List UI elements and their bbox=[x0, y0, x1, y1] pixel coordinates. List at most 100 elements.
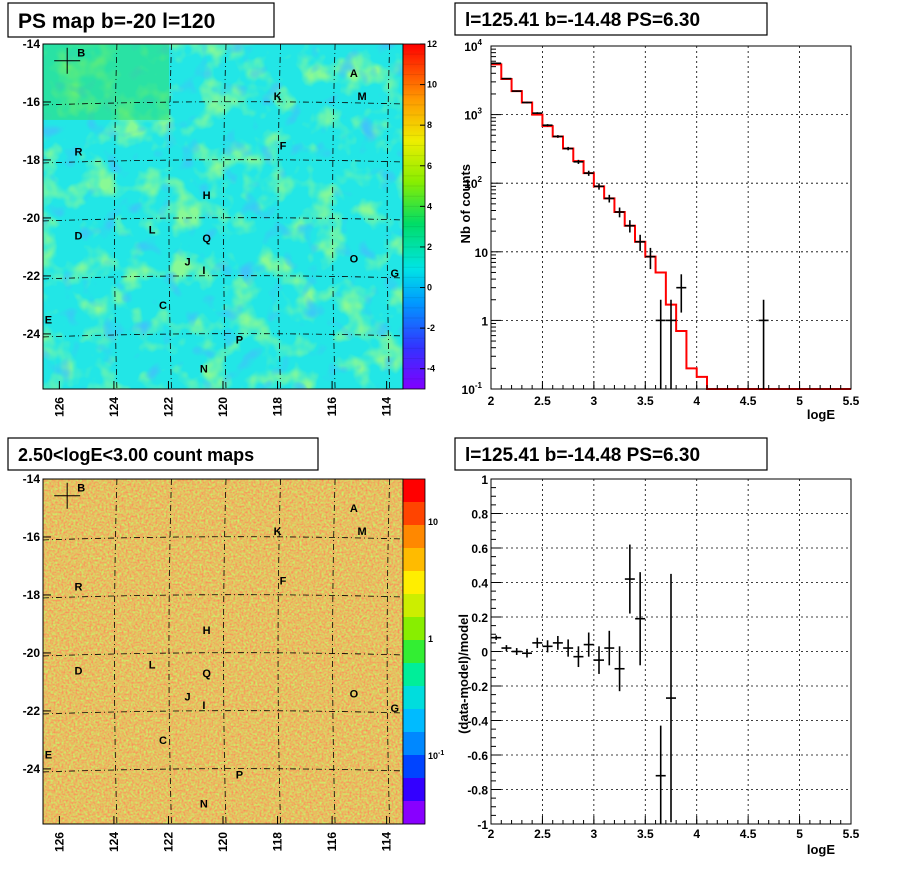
spectrum-xtick-label: 3 bbox=[591, 394, 598, 408]
residual-xtick-label: 5.5 bbox=[843, 827, 860, 841]
count-xtick-label: 122 bbox=[161, 832, 175, 852]
count-xtick-label: 116 bbox=[325, 832, 339, 852]
top-left-title: PS map b=-20 l=120 bbox=[18, 10, 215, 33]
spectrum-xtick-label: 2.5 bbox=[534, 394, 551, 408]
spectrum-xtick-label: 5 bbox=[796, 394, 803, 408]
source-label-D: D bbox=[74, 230, 82, 242]
count-colorbar-exponent: -1 bbox=[438, 750, 444, 757]
source-label-O: O bbox=[350, 254, 359, 266]
target-crosshair bbox=[54, 47, 81, 74]
count-colorbar-step bbox=[403, 594, 425, 618]
spectrum-ylabel: Nb of counts bbox=[458, 164, 473, 243]
ps-grid-parallel bbox=[42, 217, 404, 222]
count-colorbar-label-1: 1 bbox=[428, 634, 433, 644]
count-ytick-label: -20 bbox=[23, 646, 41, 660]
source-label-F: F bbox=[280, 575, 287, 587]
count-colorbar bbox=[402, 478, 426, 825]
count-colorbar-step bbox=[403, 502, 425, 526]
source-label-F: F bbox=[280, 140, 287, 152]
count-grid-parallel bbox=[42, 652, 404, 657]
count-colorbar-step bbox=[403, 640, 425, 664]
bottom-left-title-box bbox=[7, 437, 319, 471]
count-colorbar-step bbox=[403, 617, 425, 641]
count-grid-parallel bbox=[42, 536, 404, 541]
count-xtick-label: 120 bbox=[216, 832, 230, 852]
ps-grid-parallel bbox=[42, 333, 404, 338]
count-colorbar-step bbox=[403, 778, 425, 802]
ps-map-group bbox=[42, 43, 404, 390]
source-label-I: I bbox=[202, 700, 205, 712]
ps-colorbar-label: 8 bbox=[427, 120, 432, 130]
residual-ytick-label: 0 bbox=[481, 646, 488, 660]
count-colorbar-step bbox=[403, 686, 425, 710]
ps-xtick-label: 122 bbox=[161, 397, 175, 417]
ps-colorbar-label: 4 bbox=[427, 201, 432, 211]
ps-colorbar bbox=[402, 43, 426, 390]
count-map-red-pixels bbox=[43, 479, 403, 824]
ps-grid-meridian bbox=[332, 43, 336, 390]
spectrum-ytick-exponent: 4 bbox=[478, 38, 483, 47]
residual-xtick-label: 4 bbox=[693, 827, 700, 841]
count-colorbar-step bbox=[403, 548, 425, 572]
spectrum-frame bbox=[490, 45, 852, 390]
residual-ytick-label: -0.4 bbox=[467, 715, 488, 729]
source-label-Q: Q bbox=[202, 233, 211, 245]
ps-colorbar-label: 0 bbox=[427, 283, 432, 293]
ps-xtick-label: 120 bbox=[216, 397, 230, 417]
source-label-M: M bbox=[358, 526, 367, 538]
source-label-E: E bbox=[45, 314, 52, 326]
source-label-H: H bbox=[203, 190, 211, 202]
source-label-B: B bbox=[77, 48, 85, 60]
ps-ytick-label: -24 bbox=[23, 327, 41, 341]
count-ytick-label: -24 bbox=[23, 762, 41, 776]
source-label-A: A bbox=[350, 68, 358, 80]
source-label-L: L bbox=[149, 660, 156, 672]
source-label-H: H bbox=[203, 625, 211, 637]
ps-grid-meridian bbox=[114, 43, 118, 390]
ps-colorbar-label: -2 bbox=[427, 323, 435, 333]
count-grid-meridian bbox=[277, 478, 281, 825]
source-label-O: O bbox=[350, 689, 359, 701]
ps-grid-parallel bbox=[42, 159, 404, 164]
source-label-L: L bbox=[149, 225, 156, 237]
source-label-D: D bbox=[74, 665, 82, 677]
residual-ytick-label: 0.4 bbox=[471, 577, 488, 591]
spectrum-ytick-label: 1 bbox=[481, 314, 488, 328]
residual-xlabel: logE bbox=[807, 842, 835, 857]
bottom-right-title: l=125.41 b=-14.48 PS=6.30 bbox=[465, 445, 700, 466]
count-ytick-label: -14 bbox=[23, 472, 41, 486]
count-colorbar-step bbox=[403, 571, 425, 595]
count-grid-parallel bbox=[42, 768, 404, 773]
model-step-line bbox=[491, 63, 851, 390]
residual-ytick-label: -0.8 bbox=[467, 784, 488, 798]
ps-ytick-label: -16 bbox=[23, 95, 41, 109]
count-grid-meridian bbox=[168, 478, 172, 825]
residual-ytick-label: 1 bbox=[481, 473, 488, 487]
ps-xtick-label: 126 bbox=[52, 397, 66, 417]
ps-map-deficit-texture bbox=[43, 44, 403, 389]
source-label-J: J bbox=[184, 256, 190, 268]
count-grid-meridian bbox=[223, 478, 227, 825]
residual-xtick-label: 2 bbox=[488, 827, 495, 841]
count-grid-meridian bbox=[386, 478, 391, 825]
source-label-R: R bbox=[74, 581, 82, 593]
residual-ytick-label: -1 bbox=[477, 818, 488, 832]
spectrum-xtick-label: 4.5 bbox=[740, 394, 757, 408]
spectrum-ytick-label: 10-1 bbox=[462, 381, 483, 397]
spectrum-xtick-label: 4 bbox=[693, 394, 700, 408]
count-xtick-label: 118 bbox=[271, 832, 285, 852]
count-xtick-label: 114 bbox=[380, 832, 394, 852]
residual-ytick-label: 0.8 bbox=[471, 508, 488, 522]
ps-colorbar-label: 10 bbox=[427, 80, 437, 90]
spectrum-chart bbox=[490, 45, 852, 390]
count-colorbar-step bbox=[403, 755, 425, 779]
ps-ytick-label: -14 bbox=[23, 37, 41, 51]
count-colorbar-step bbox=[403, 663, 425, 687]
count-ytick-label: -16 bbox=[23, 530, 41, 544]
source-label-K: K bbox=[274, 91, 282, 103]
spectrum-xlabel: logE bbox=[807, 407, 835, 422]
count-map-group bbox=[42, 478, 404, 825]
source-label-N: N bbox=[200, 364, 208, 376]
count-colorbar-label-0p1: 10-1 bbox=[428, 750, 444, 761]
